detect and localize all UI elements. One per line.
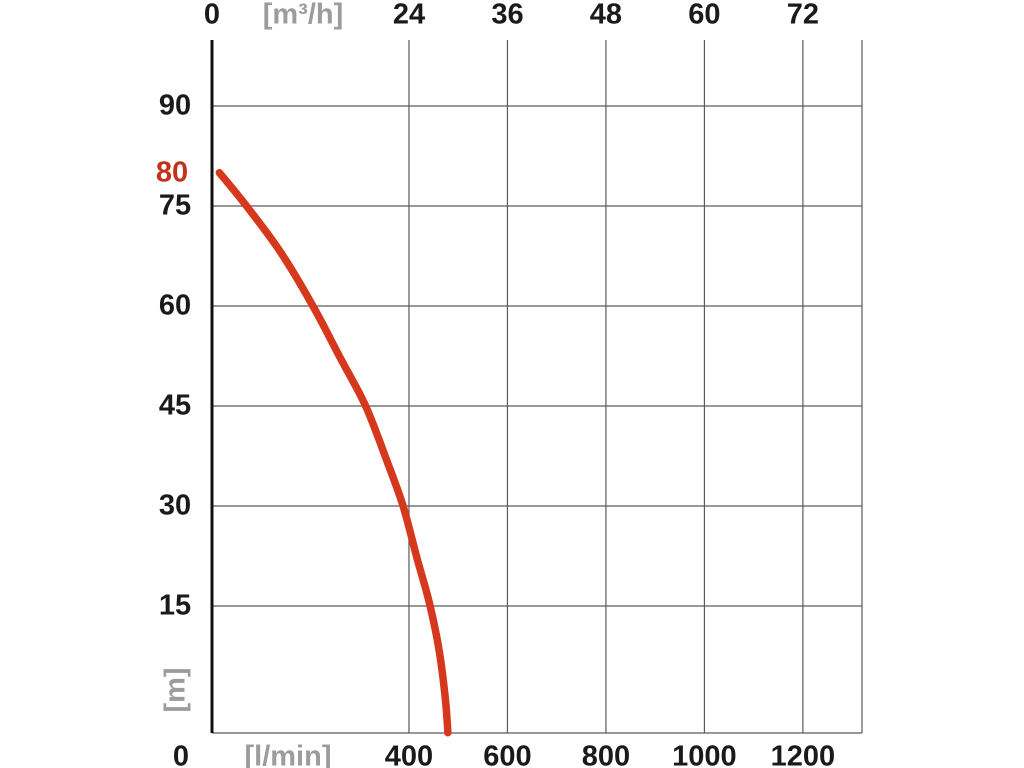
y-axis-tick-label: 75	[158, 189, 192, 222]
x-axis-top-tick-label: 24	[392, 0, 426, 31]
x-axis-top-tick-label: 60	[688, 0, 721, 31]
pump-curve	[215, 168, 452, 737]
y-axis-tick-label: 45	[158, 389, 192, 422]
y-axis-tick-label: 30	[158, 489, 192, 522]
x-axis-bottom-tick-label: 400	[384, 740, 434, 768]
y-axis-tick-label: 90	[158, 89, 192, 122]
x-axis-bottom-unit-label: [l/min]	[244, 740, 332, 768]
y-axis-tick-label: 60	[158, 289, 192, 322]
x-axis-bottom-origin-label: 0	[172, 740, 190, 768]
x-axis-bottom-tick-label: 800	[581, 740, 631, 768]
y-axis-highlight-tick-label: 80	[155, 156, 189, 189]
x-axis-bottom-tick-label: 1000	[672, 740, 737, 768]
x-axis-bottom-tick-label: 600	[483, 740, 532, 768]
x-axis-top-origin-label: 0	[203, 0, 221, 31]
y-axis-tick-label: 15	[158, 589, 192, 622]
x-axis-bottom-tick-label: 1200	[770, 740, 836, 768]
x-axis-top-tick-label: 72	[786, 0, 820, 31]
x-axis-top-tick-label: 36	[491, 0, 524, 31]
x-axis-top-tick-label: 48	[589, 0, 623, 31]
x-axis-top-unit-label: [m³/h]	[262, 0, 344, 31]
